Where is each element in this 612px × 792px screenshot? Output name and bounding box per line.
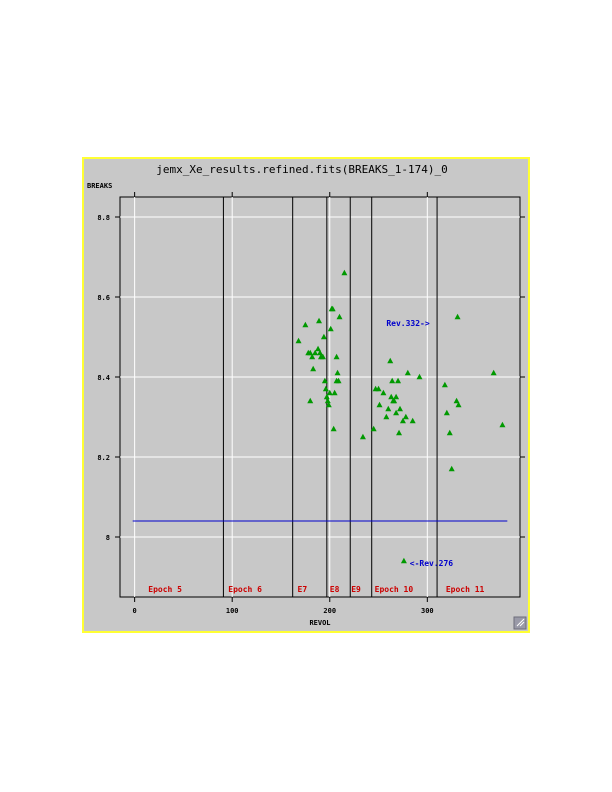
y-tick-label: 8.4 xyxy=(97,374,110,382)
data-point xyxy=(319,353,326,360)
epoch-label: Epoch 6 xyxy=(228,585,262,594)
data-point xyxy=(387,357,394,364)
data-point xyxy=(383,413,390,420)
data-point xyxy=(454,313,461,320)
y-tick-label: 8 xyxy=(106,534,110,542)
data-point xyxy=(309,353,316,360)
data-point xyxy=(397,405,403,412)
scatter-chart: jemx_Xe_results.refined.fits(BREAKS_1-17… xyxy=(87,163,527,630)
data-point xyxy=(295,337,302,344)
data-point xyxy=(307,397,314,404)
data-point xyxy=(307,349,314,356)
x-tick-label: 100 xyxy=(226,607,239,615)
data-point xyxy=(395,377,402,384)
epoch-label: E8 xyxy=(330,585,340,594)
epoch-label: Epoch 11 xyxy=(446,585,485,594)
data-point xyxy=(324,397,331,404)
epoch-label: Epoch 10 xyxy=(375,585,414,594)
data-point xyxy=(455,401,462,408)
data-point xyxy=(376,401,383,408)
epoch-label: E9 xyxy=(351,585,361,594)
data-point xyxy=(446,429,453,436)
data-point xyxy=(310,365,317,372)
x-tick-label: 300 xyxy=(421,607,434,615)
data-point xyxy=(331,389,338,396)
chart-layer: 0 100 200 300 8 8.2 8.4 8.6 8.8 Epoch 5 Epoch 6 E7 E… xyxy=(97,192,525,615)
y-tick-label: 8.6 xyxy=(97,294,110,302)
data-point xyxy=(312,349,319,356)
data-point xyxy=(388,393,395,400)
data-point xyxy=(409,417,416,424)
data-point xyxy=(329,305,336,312)
data-point xyxy=(370,425,377,432)
data-point xyxy=(385,405,392,412)
data-point xyxy=(321,377,328,384)
data-point xyxy=(399,417,406,424)
data-point xyxy=(335,377,342,384)
data-point xyxy=(404,369,411,376)
y-tick-label: 8.8 xyxy=(97,214,110,222)
resize-grip-icon[interactable] xyxy=(513,616,527,630)
data-point xyxy=(490,369,497,376)
data-point xyxy=(393,409,400,416)
data-point xyxy=(341,269,348,276)
data-point xyxy=(330,425,337,432)
data-point xyxy=(326,389,333,396)
data-point xyxy=(448,465,455,472)
data-point xyxy=(336,313,343,320)
data-point xyxy=(443,409,450,416)
data-point xyxy=(323,393,330,400)
y-axis-label: BREAKS xyxy=(87,182,112,190)
data-point xyxy=(317,349,323,356)
data-point xyxy=(380,389,387,396)
data-point xyxy=(302,321,309,328)
chart-frame: jemx_Xe_results.refined.fits(BREAKS_1-17… xyxy=(82,157,530,633)
epoch-label: Epoch 5 xyxy=(148,585,182,594)
data-point xyxy=(400,557,407,564)
data-point xyxy=(453,397,460,404)
data-point xyxy=(396,429,403,436)
data-point xyxy=(315,345,322,352)
data-point xyxy=(359,433,366,440)
annotation-label: <-Rev.276 xyxy=(410,559,454,568)
x-tick-label: 200 xyxy=(323,607,336,615)
data-point xyxy=(333,353,340,360)
epoch-label: E7 xyxy=(298,585,308,594)
data-point xyxy=(316,317,323,324)
data-point xyxy=(389,377,396,384)
data-point xyxy=(375,385,382,392)
y-tick-label: 8.2 xyxy=(97,454,110,462)
data-point xyxy=(325,401,332,408)
data-point xyxy=(441,381,448,388)
data-point xyxy=(322,385,329,392)
chart-title: jemx_Xe_results.refined.fits(BREAKS_1-17… xyxy=(156,163,447,176)
data-point xyxy=(334,369,341,376)
plot-area xyxy=(119,196,521,598)
x-axis-label: REVOL xyxy=(309,619,330,627)
data-point xyxy=(416,373,423,380)
data-point xyxy=(391,397,398,404)
x-tick-label: 0 xyxy=(133,607,137,615)
data-point xyxy=(393,393,400,400)
data-point xyxy=(402,413,409,420)
data-point xyxy=(320,333,327,340)
data-point xyxy=(499,421,506,428)
data-point xyxy=(327,325,334,332)
annotation-label: Rev.332-> xyxy=(386,319,430,328)
